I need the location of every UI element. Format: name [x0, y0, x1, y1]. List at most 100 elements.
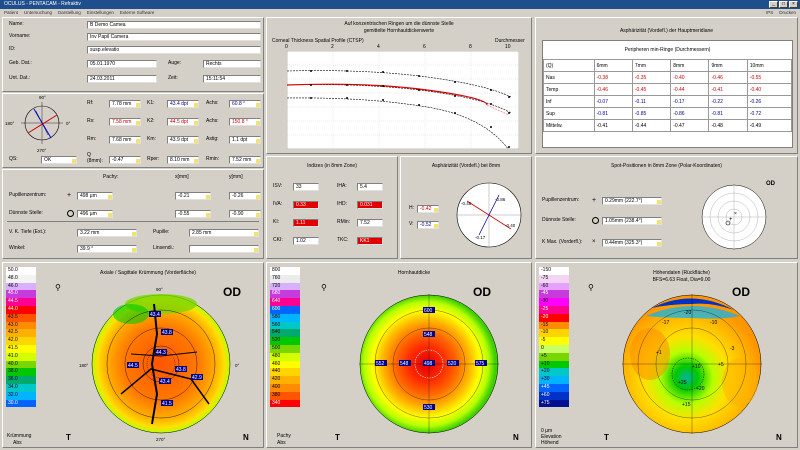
index-value[interactable]: 1.11	[293, 219, 319, 227]
scale-entry[interactable]: 380	[270, 391, 300, 400]
scale-entry[interactable]: 42.0	[6, 337, 36, 345]
scale-entry[interactable]: 640	[270, 298, 300, 306]
scale-entry[interactable]: -45	[539, 290, 569, 299]
scale-entry[interactable]: +5	[539, 352, 569, 361]
menu-externe-software[interactable]: Externe Software	[119, 10, 155, 15]
unt-field[interactable]: 24.03.2011	[87, 75, 157, 83]
id-field[interactable]: susp.elevatio	[87, 46, 261, 54]
thin-pachy-field[interactable]: 496 µm	[77, 210, 113, 218]
pupil-pachy-field[interactable]: 498 µm	[77, 192, 113, 200]
rper-field[interactable]: 8.10 mm	[167, 156, 199, 164]
scale-entry[interactable]: -25	[539, 305, 569, 314]
scale-entry[interactable]: 41.5	[6, 344, 36, 353]
menu-ips[interactable]: IPS	[765, 10, 774, 15]
scale-entry[interactable]: -5	[539, 337, 569, 345]
zeit-field[interactable]: 15:11:54	[203, 75, 261, 83]
zoom-icon[interactable]: ⚲	[588, 283, 594, 292]
scale-entry[interactable]: 440	[270, 368, 300, 377]
scale-entry[interactable]: -30	[539, 298, 569, 306]
scale-entry[interactable]: +20	[539, 368, 569, 377]
scale-entry[interactable]: 480	[270, 352, 300, 361]
winkel-field[interactable]: 39.9 °	[77, 245, 137, 253]
scale-entry[interactable]: 520	[270, 337, 300, 345]
curvature-color-scale[interactable]: 50.0 48.0 46.0 45.0 44.5 44.0 43.5 43.0 42.5 42.0…	[6, 267, 36, 408]
elevation-color-scale[interactable]: -150 -75 -60 -45 -30 -25 -20 -15 -10 -5 0 +5 +10 +20 +…	[539, 267, 569, 408]
scale-entry[interactable]: 48.0	[6, 274, 36, 283]
elevation-map[interactable]: -20 -17 -10 +1 +10 +25 +20 +15 +5 -3	[622, 294, 762, 434]
maximize-button[interactable]: □	[779, 1, 788, 8]
menu-untersuchung[interactable]: Untersuchung	[24, 10, 53, 15]
pupil-x-field[interactable]: -0.21	[175, 192, 211, 200]
scale-entry[interactable]: -75	[539, 274, 569, 283]
rs-field[interactable]: 7.58 mm	[109, 118, 141, 126]
qs-field[interactable]: OK	[41, 156, 77, 164]
scale-entry[interactable]: 34.0	[6, 383, 36, 392]
scale-entry[interactable]: +45	[539, 383, 569, 392]
scale-entry[interactable]: -15	[539, 321, 569, 330]
scale-entry[interactable]: 560	[270, 321, 300, 330]
pupil-y-field[interactable]: -0.26	[229, 192, 261, 200]
k2-field[interactable]: 44.5 dpt	[167, 118, 199, 126]
index-value[interactable]: 1.02	[293, 237, 319, 245]
scale-entry[interactable]: 38.0	[6, 368, 36, 377]
scale-entry[interactable]: +30	[539, 376, 569, 384]
scale-entry[interactable]: 800	[270, 267, 300, 275]
minimize-button[interactable]: _	[769, 1, 778, 8]
scale-entry[interactable]: 720	[270, 282, 300, 291]
scale-entry[interactable]: +10	[539, 360, 569, 369]
k1-field[interactable]: 43.4 dpt	[167, 100, 199, 108]
vorname-field[interactable]: Inv Papil Camera	[87, 33, 261, 41]
thin-y-field[interactable]: -0.90	[229, 210, 261, 218]
index-value[interactable]: 0.031	[357, 201, 383, 209]
spot-thinnest-field[interactable]: 1.05mm (238.4°)	[602, 217, 662, 225]
index-value[interactable]: 33	[293, 183, 319, 191]
index-value[interactable]: 0.33	[293, 201, 319, 209]
menu-einstellungen[interactable]: Einstellungen	[86, 10, 114, 15]
km-field[interactable]: 43.9 dpt	[167, 136, 199, 144]
menu-patient[interactable]: Patient	[4, 10, 19, 15]
scale-entry[interactable]: +60	[539, 391, 569, 400]
scale-entry[interactable]: 32.0	[6, 391, 36, 400]
spot-kmax-field[interactable]: 0.44mm (325.3°)	[602, 239, 662, 247]
scale-entry[interactable]: -150	[539, 267, 569, 275]
axial-curvature-map[interactable]: 43.4 43.8 44.3 44.5 43.8 43.4 42.9 41.5	[91, 294, 231, 434]
scale-entry[interactable]: 580	[270, 313, 300, 322]
scale-entry[interactable]: 340	[270, 399, 300, 408]
scale-entry[interactable]: 50.0	[6, 267, 36, 275]
achs1-field[interactable]: 60.8 °	[229, 100, 261, 108]
scale-entry[interactable]: 36.0	[6, 376, 36, 384]
scale-entry[interactable]: 600	[270, 305, 300, 314]
scale-entry[interactable]: 41.0	[6, 352, 36, 361]
linsendi-field[interactable]	[189, 245, 259, 253]
h-field[interactable]: -0.42	[417, 205, 439, 213]
scale-entry[interactable]: 540	[270, 329, 300, 338]
spot-pupil-field[interactable]: 0.29mm (222.7°)	[602, 197, 662, 205]
scale-entry[interactable]: 44.0	[6, 305, 36, 314]
geb-field[interactable]: 05.01.1970	[87, 60, 157, 68]
scale-entry[interactable]: 0	[539, 344, 569, 353]
pachy-color-scale[interactable]: 800 760 720 680 640 600 580 560 540 520 500 480 460 4…	[270, 267, 300, 408]
scale-entry[interactable]: 40.0	[6, 360, 36, 369]
rmin-field[interactable]: 7.52 mm	[229, 156, 261, 164]
achs2-field[interactable]: 150.8 °	[229, 118, 261, 126]
scale-entry[interactable]: 400	[270, 383, 300, 392]
scale-entry[interactable]: 420	[270, 376, 300, 384]
scale-entry[interactable]: 44.5	[6, 298, 36, 306]
scale-entry[interactable]: 46.0	[6, 282, 36, 291]
scale-entry[interactable]: 42.5	[6, 329, 36, 338]
scale-entry[interactable]: 760	[270, 274, 300, 283]
close-button[interactable]: ×	[789, 1, 798, 8]
index-value[interactable]: 7.52	[357, 219, 383, 227]
pupille-field[interactable]: 2.85 mm	[189, 229, 259, 237]
vk-field[interactable]: 3.22 mm	[77, 229, 137, 237]
corneal-thickness-map[interactable]: 600 548 548 520 498 575 552 530	[359, 294, 499, 434]
index-value[interactable]: 5.4	[357, 183, 383, 191]
scale-entry[interactable]: 460	[270, 360, 300, 369]
menu-drucken[interactable]: Drucken	[779, 10, 796, 15]
scale-entry[interactable]: -10	[539, 329, 569, 338]
scale-entry[interactable]: 43.5	[6, 313, 36, 322]
scale-entry[interactable]: 30.0	[6, 399, 36, 408]
rf-field[interactable]: 7.78 mm	[109, 100, 141, 108]
scale-entry[interactable]: -20	[539, 313, 569, 322]
v-field[interactable]: -0.52	[417, 221, 439, 229]
